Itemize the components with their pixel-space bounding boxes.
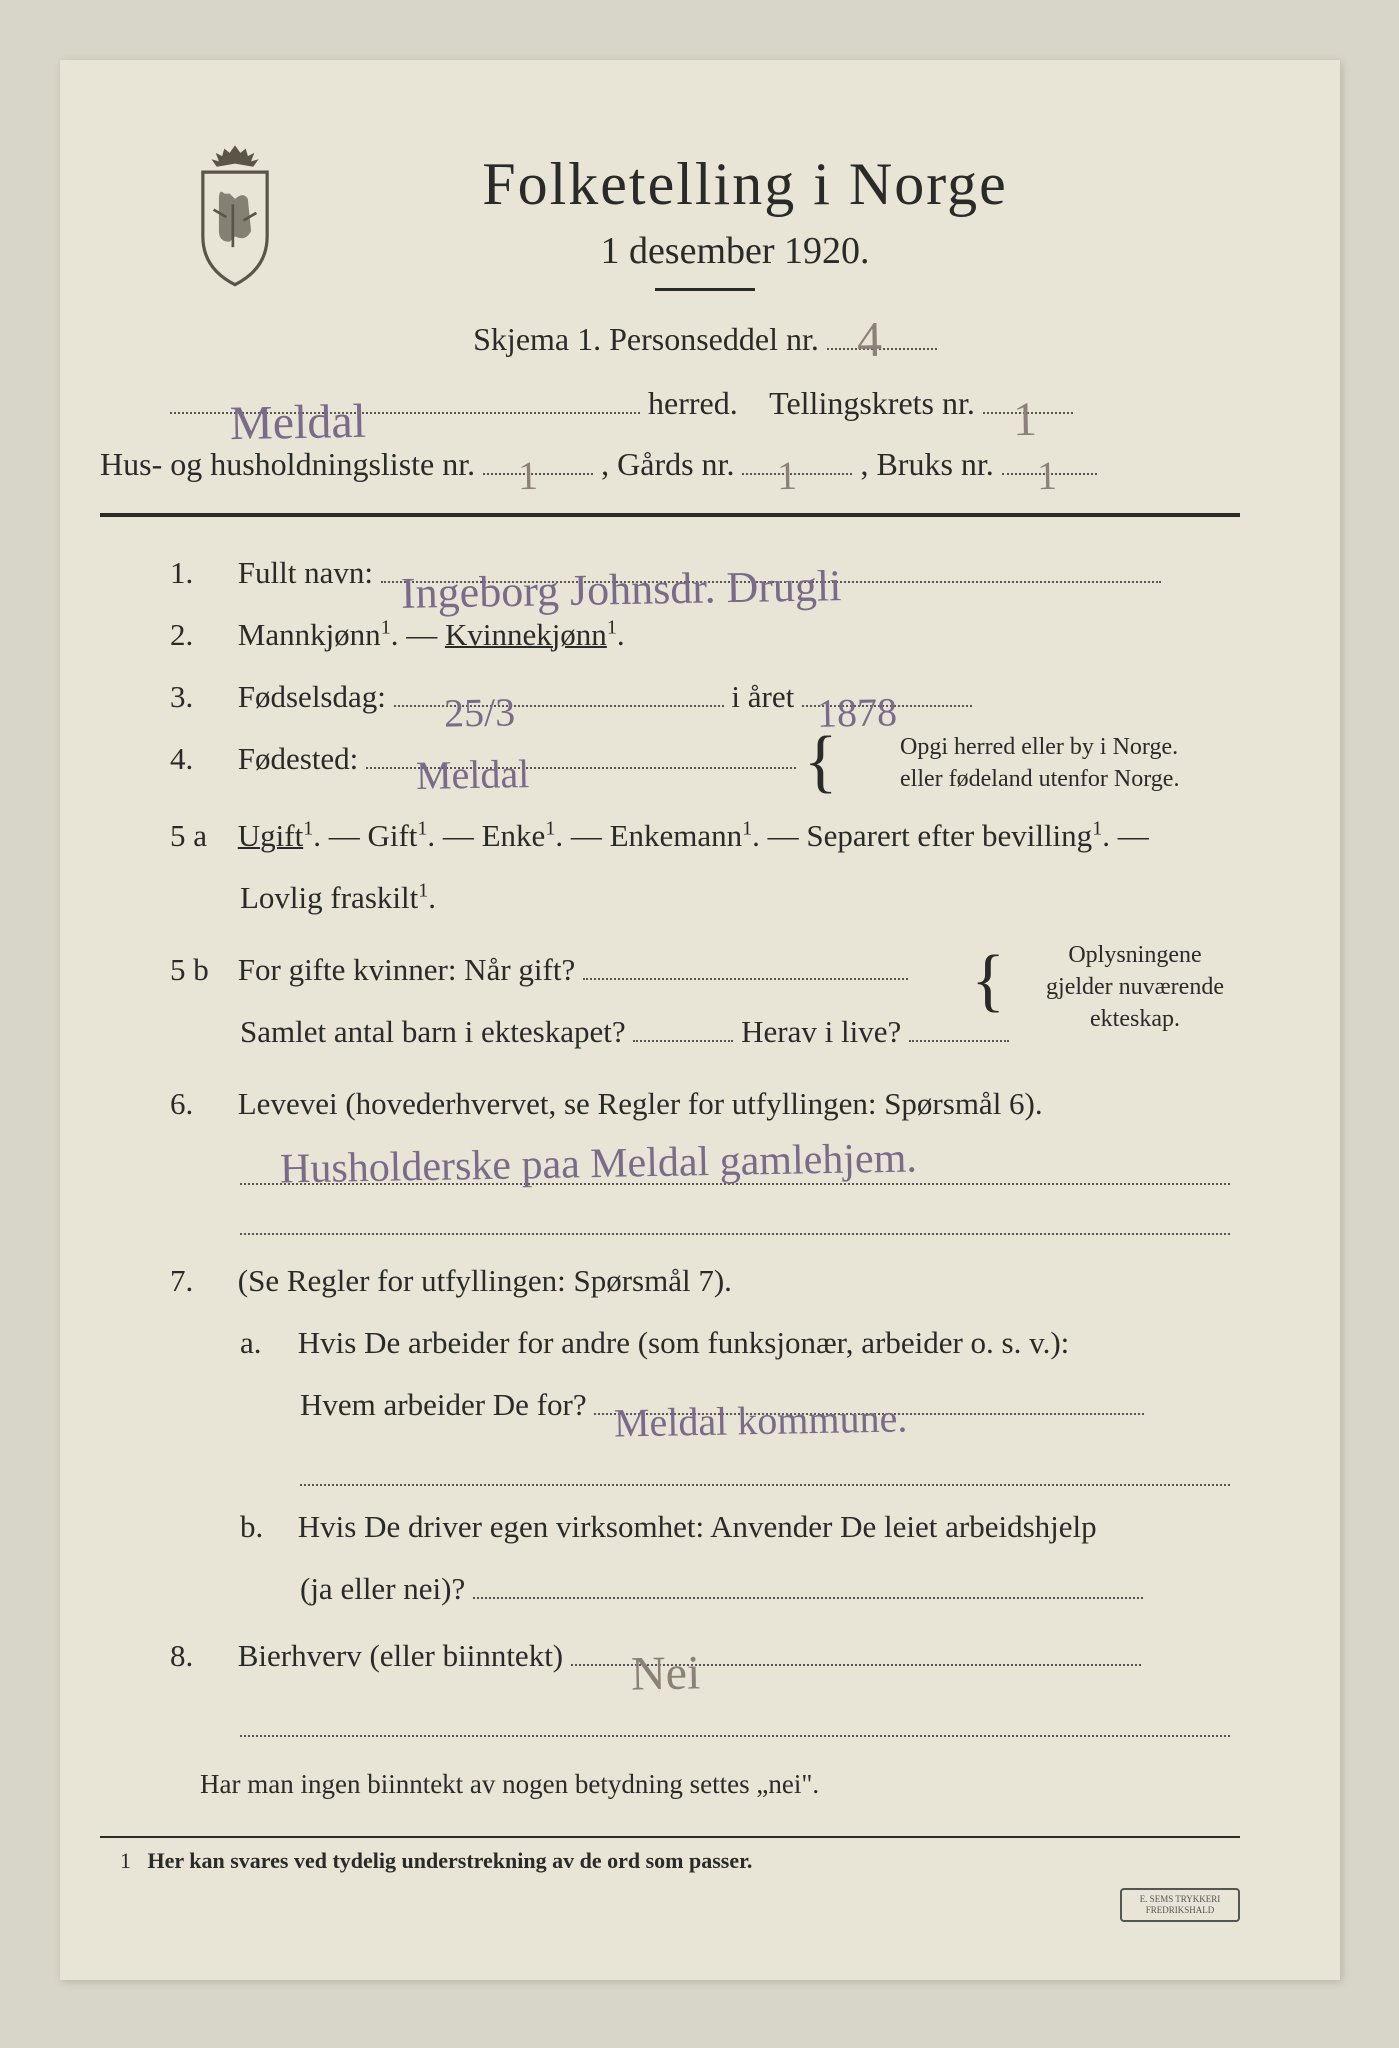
q7-row: 7. (Se Regler for utfyllingen: Spørsmål …: [170, 1250, 1240, 1312]
herred-label: herred.: [648, 385, 738, 421]
brace-icon: {: [804, 722, 838, 799]
q5b-note1: Oplysningene: [1020, 939, 1250, 971]
q1-row: 1. Fullt navn: Ingeborg Johnsdr. Drugli: [170, 542, 1240, 604]
form-header: Folketelling i Norge 1 desember 1920.: [170, 150, 1240, 291]
q7a-row2: Hvem arbeider De for? Meldal kommune.: [300, 1374, 1240, 1436]
q7b-label1: Hvis De driver egen virksomhet: Anvender…: [298, 1509, 1097, 1544]
q8-row: 8. Bierhverv (eller biinntekt) Nei: [170, 1625, 1240, 1687]
q7b-num: b.: [240, 1496, 290, 1558]
schema-row: Skjema 1. Personseddel nr. 4: [170, 321, 1240, 358]
q5b-num: 5 b: [170, 939, 230, 1001]
q2-mann: Mannkjønn: [238, 617, 381, 652]
schema-label: Skjema 1. Personseddel nr.: [473, 321, 819, 357]
footnote-row: 1 Her kan svares ved tydelig understrekn…: [120, 1848, 1240, 1874]
q7a-num: a.: [240, 1312, 290, 1374]
q4-note2: eller fødeland utenfor Norge.: [900, 763, 1179, 795]
q5b-label: For gifte kvinner: Når gift?: [238, 952, 575, 987]
gards-label: , Gårds nr.: [601, 446, 734, 482]
coat-of-arms-icon: [180, 140, 290, 290]
q8-label: Bierhverv (eller biinntekt): [238, 1638, 563, 1673]
q2-num: 2.: [170, 604, 230, 666]
q5b-note2: gjelder nuværende: [1020, 971, 1250, 1003]
q7b-row: b. Hvis De driver egen virksomhet: Anven…: [240, 1496, 1240, 1558]
q4-num: 4.: [170, 728, 230, 790]
footnote-num: 1: [120, 1848, 131, 1873]
form-date: 1 desember 1920.: [230, 229, 1240, 273]
q7a-label2: Hvem arbeider De for?: [300, 1387, 587, 1422]
q5b-label2: Samlet antal barn i ekteskapet?: [240, 1014, 626, 1049]
q2-row: 2. Mannkjønn1. — Kvinnekjønn1.: [170, 604, 1240, 666]
q7a-line: [300, 1436, 1230, 1486]
q7a-label1: Hvis De arbeider for andre (som funksjon…: [298, 1325, 1070, 1360]
divider-thin: [100, 1836, 1240, 1838]
bruks-value: 1: [1036, 438, 1057, 514]
bruks-label: , Bruks nr.: [860, 446, 993, 482]
q5a-row: 5 a Ugift1. — Gift1. — Enke1. — Enkemann…: [170, 805, 1240, 867]
q6-num: 6.: [170, 1073, 230, 1135]
herred-row: Meldal herred. Tellingskrets nr. 1: [140, 373, 1240, 434]
q4-note: Opgi herred eller by i Norge. eller føde…: [900, 731, 1179, 796]
q5b-label3: Herav i live?: [741, 1014, 901, 1049]
gards-value: 1: [777, 438, 798, 514]
q6-line1: Husholderske paa Meldal gamlehjem.: [240, 1135, 1230, 1185]
q8-num: 8.: [170, 1625, 230, 1687]
q3-row: 3. Fødselsdag: 25/3 i året 1878: [170, 666, 1240, 728]
census-form-page: Folketelling i Norge 1 desember 1920. Sk…: [60, 60, 1340, 1980]
q7-num: 7.: [170, 1250, 230, 1312]
liste-prefix: Hus- og husholdningsliste nr.: [100, 446, 475, 482]
form-title: Folketelling i Norge: [250, 150, 1240, 219]
q7b-label2: (ja eller nei)?: [300, 1571, 465, 1606]
q3-label: Fødselsdag:: [238, 679, 386, 714]
q3-mid: i året: [731, 679, 794, 714]
instruction: Har man ingen biinntekt av nogen betydni…: [200, 1757, 1240, 1811]
q4-label: Fødested:: [238, 741, 359, 776]
q6-row: 6. Levevei (hovederhvervet, se Regler fo…: [170, 1073, 1240, 1135]
q3-num: 3.: [170, 666, 230, 728]
q7-label: (Se Regler for utfyllingen: Spørsmål 7).: [238, 1263, 732, 1298]
q7a-row: a. Hvis De arbeider for andre (som funks…: [240, 1312, 1240, 1374]
tellingskrets-label: Tellingskrets nr.: [769, 385, 975, 421]
liste-row: Hus- og husholdningsliste nr. 1 , Gårds …: [100, 434, 1240, 495]
q1-label: Fullt navn:: [238, 555, 373, 590]
q2-kvinne: Kvinnekjønn: [445, 617, 607, 652]
q4-note1: Opgi herred eller by i Norge.: [900, 731, 1179, 763]
q6-label: Levevei (hovederhvervet, se Regler for u…: [238, 1086, 1043, 1121]
q7b-row2: (ja eller nei)?: [300, 1558, 1240, 1620]
q5b-row: 5 b For gifte kvinner: Når gift? { Oplys…: [170, 939, 1240, 1001]
q4-row: 4. Fødested: Meldal { Opgi herred eller …: [170, 728, 1240, 790]
title-rule: [655, 288, 755, 291]
q8-line: [240, 1687, 1230, 1737]
personseddel-value: 4: [856, 310, 882, 368]
q1-num: 1.: [170, 542, 230, 604]
q5b-row2: Samlet antal barn i ekteskapet? Herav i …: [240, 1001, 1240, 1063]
hus-value: 1: [517, 438, 538, 514]
q4-value: Meldal: [415, 734, 530, 816]
printer-stamp: E. SEMS TRYKKERI FREDRIKSHALD: [1120, 1888, 1240, 1922]
q6-line2: [240, 1185, 1230, 1235]
footnote-text: Her kan svares ved tydelig understreknin…: [148, 1848, 753, 1873]
q5a-row2: Lovlig fraskilt1.: [240, 867, 1240, 929]
divider-thick: [100, 513, 1240, 517]
q5a-num: 5 a: [170, 805, 230, 867]
